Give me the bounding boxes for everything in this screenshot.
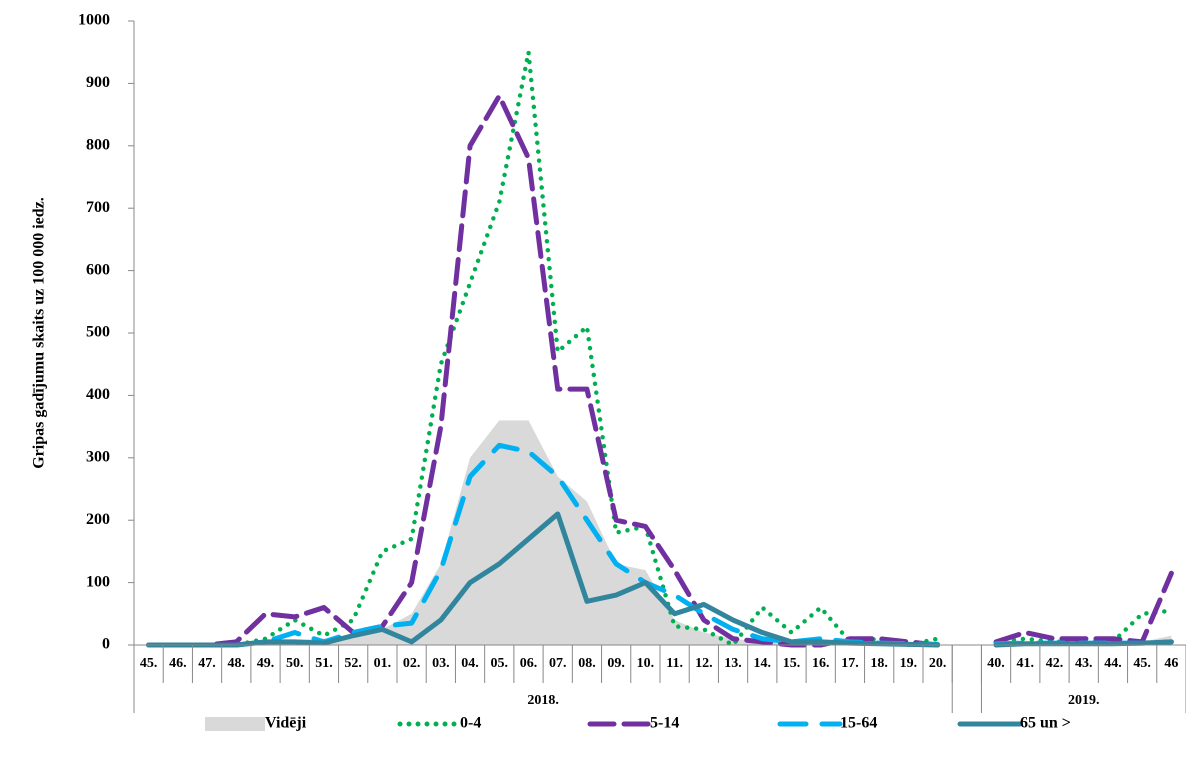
group-label: 2019.	[1068, 693, 1100, 708]
x-tick-label: 03.	[432, 656, 450, 671]
x-tick-label: 16.	[812, 656, 830, 671]
x-tick-label: 52.	[344, 656, 362, 671]
line	[146, 49, 940, 648]
x-tick-label: 09.	[607, 656, 625, 671]
legend-label: 5-14	[650, 715, 679, 732]
x-tick-label: 48.	[228, 656, 246, 671]
x-tick-label: 15.	[783, 656, 801, 671]
x-tick-label: 02.	[403, 656, 421, 671]
x-tick-label: 44.	[1104, 656, 1122, 671]
legend-label: 65 un >	[1020, 715, 1071, 732]
x-tick-label: 43.	[1075, 656, 1093, 671]
x-tick-label: 13.	[724, 656, 742, 671]
y-tick-label: 1000	[78, 12, 110, 29]
y-tick-label: 400	[86, 386, 110, 403]
x-tick-label: 45.	[140, 656, 158, 671]
legend-label: 0-4	[460, 715, 481, 732]
legend-label: 15-64	[840, 715, 877, 732]
x-tick-label: 46	[1164, 656, 1178, 671]
y-tick-label: 300	[86, 448, 110, 465]
line	[146, 511, 941, 648]
y-axis-title: Gripas gadījumu skaits uz 100 000 iedz.	[31, 197, 48, 469]
plot-area	[146, 49, 1174, 648]
x-tick-label: 18.	[870, 656, 888, 671]
x-tick-label: 08.	[578, 656, 596, 671]
x-tick-label: 46.	[169, 656, 187, 671]
x-tick-label: 50.	[286, 656, 304, 671]
x-tick-label: 51.	[315, 656, 333, 671]
line	[993, 639, 1174, 648]
y-tick-label: 0	[102, 636, 110, 653]
x-tick-label: 41.	[1017, 656, 1035, 671]
x-tick-label: 45.	[1133, 656, 1151, 671]
y-tick-label: 700	[86, 199, 110, 216]
x-tick-label: 07.	[549, 656, 567, 671]
y-tick-label: 500	[86, 324, 110, 341]
y-tick-label: 800	[86, 136, 110, 153]
x-tick-label: 17.	[841, 656, 859, 671]
legend-label: Vidēji	[265, 715, 307, 732]
x-tick-label: 10.	[637, 656, 655, 671]
x-tick-label: 01.	[374, 656, 392, 671]
x-tick-label: 49.	[257, 656, 275, 671]
y-tick-label: 200	[86, 511, 110, 528]
x-tick-label: 12.	[695, 656, 713, 671]
legend-swatch	[205, 717, 265, 731]
group-label: 2018.	[527, 693, 559, 708]
x-tick-label: 20.	[929, 656, 947, 671]
line	[993, 570, 1174, 645]
x-tick-label: 42.	[1046, 656, 1064, 671]
x-tick-label: 19.	[900, 656, 918, 671]
x-tick-label: 47.	[198, 656, 216, 671]
x-tick-label: 14.	[754, 656, 772, 671]
y-tick-label: 900	[86, 74, 110, 91]
area	[148, 420, 938, 645]
x-tick-label: 40.	[987, 656, 1005, 671]
x-tick-label: 04.	[461, 656, 479, 671]
y-tick-label: 100	[86, 573, 110, 590]
x-tick-label: 11.	[666, 656, 683, 671]
y-tick-label: 600	[86, 261, 110, 278]
x-tick-label: 06.	[520, 656, 538, 671]
x-tick-label: 05.	[491, 656, 509, 671]
